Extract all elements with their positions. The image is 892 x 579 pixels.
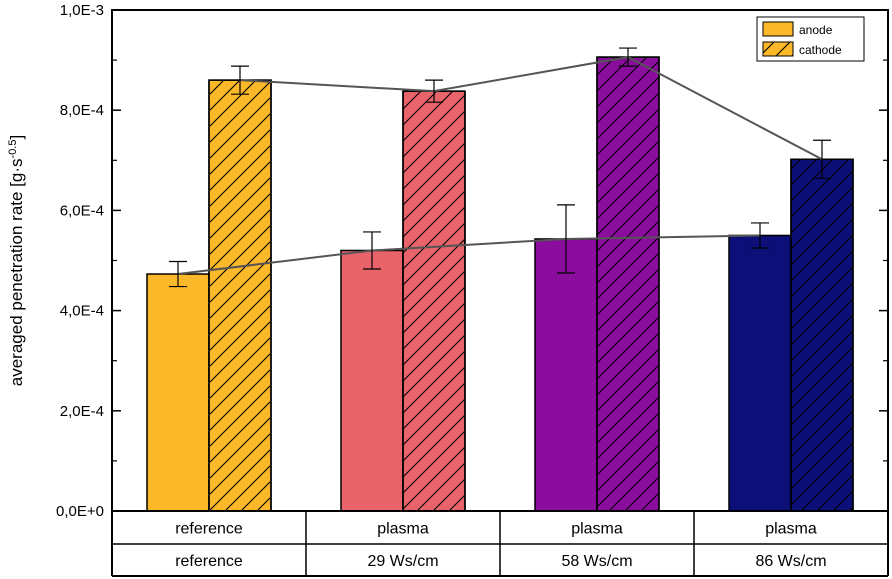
category-label-row1: reference xyxy=(175,521,243,538)
bar-anode xyxy=(728,234,792,512)
category-label-row2: reference xyxy=(175,553,243,570)
legend-label-cathode: cathode xyxy=(799,43,842,57)
bar-hatch-cathode xyxy=(790,158,854,512)
legend-swatch-anode xyxy=(762,21,794,37)
y-axis-title: averaged penetration rate [g·s-0.5] xyxy=(7,135,26,386)
y-tick-label: 1,0E-3 xyxy=(60,2,104,19)
category-label-row2: 29 Ws/cm xyxy=(367,553,438,570)
bar-hatch-cathode xyxy=(208,79,272,512)
y-tick-label: 2,0E-4 xyxy=(60,403,104,420)
y-tick-label: 8,0E-4 xyxy=(60,102,104,119)
trend-line-cathode xyxy=(239,56,823,161)
category-label-row2: 86 Ws/cm xyxy=(755,553,826,570)
bar-hatch-cathode xyxy=(596,56,660,512)
legend-swatch-hatch-cathode xyxy=(762,41,794,57)
legend-label-anode: anode xyxy=(799,23,833,37)
bar-anode xyxy=(146,273,210,512)
category-label-row1: plasma xyxy=(571,521,623,538)
category-label-row1: plasma xyxy=(377,521,429,538)
trend-line-anode xyxy=(177,234,761,276)
bar-anode xyxy=(340,249,404,512)
y-tick-label: 0,0E+0 xyxy=(56,503,104,520)
category-label-row1: plasma xyxy=(765,521,817,538)
bar-hatch-cathode xyxy=(402,90,466,512)
category-label-row2: 58 Ws/cm xyxy=(561,553,632,570)
y-tick-label: 4,0E-4 xyxy=(60,303,104,320)
bar-anode xyxy=(534,238,598,512)
y-tick-label: 6,0E-4 xyxy=(60,202,104,219)
